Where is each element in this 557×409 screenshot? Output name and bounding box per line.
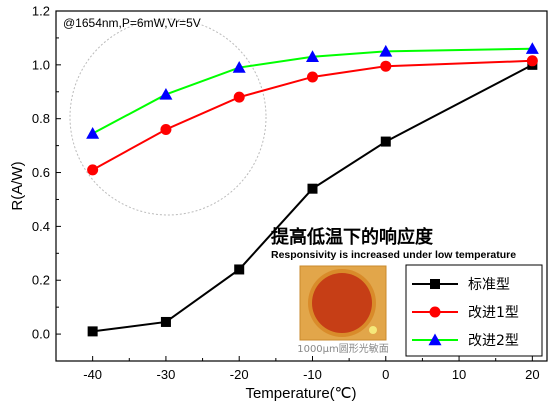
data-point-series-3 bbox=[159, 87, 173, 100]
data-point-series-2 bbox=[306, 71, 318, 83]
data-point-series-1 bbox=[160, 316, 171, 327]
y-tick-label: 0.6 bbox=[32, 165, 50, 180]
x-axis: -40 -30 -20 -10 0 10 20 bbox=[83, 356, 540, 382]
annotation-title: 提高低温下的响应度 bbox=[271, 226, 434, 248]
y-tick-label: 0.8 bbox=[32, 111, 50, 126]
legend-marker bbox=[428, 333, 442, 346]
data-point-series-1 bbox=[380, 136, 391, 147]
x-tick-label: 0 bbox=[382, 367, 389, 382]
legend-label: 标准型 bbox=[468, 277, 510, 293]
y-tick-label: 0.0 bbox=[32, 327, 50, 342]
legend-marker bbox=[430, 279, 440, 289]
legend-label: 改进2型 bbox=[468, 333, 519, 349]
y-tick-label: 1.0 bbox=[32, 57, 50, 72]
x-tick-label: 20 bbox=[525, 367, 539, 382]
data-point-series-2 bbox=[233, 91, 245, 103]
data-point-series-2 bbox=[160, 123, 172, 135]
y-tick-label: 1.2 bbox=[32, 4, 50, 19]
data-point-series-3 bbox=[305, 50, 319, 62]
y-axis: 0.0 0.2 0.4 0.6 0.8 1.0 1.2 bbox=[32, 4, 61, 342]
photo-photosensitive-area bbox=[312, 273, 372, 333]
x-tick-label: -30 bbox=[157, 367, 176, 382]
series-line-3 bbox=[92, 47, 533, 135]
x-tick-label: 10 bbox=[452, 367, 466, 382]
data-point-series-1 bbox=[307, 183, 318, 194]
data-point-series-3 bbox=[525, 42, 539, 54]
y-tick-label: 0.4 bbox=[32, 219, 50, 234]
highlight-circle bbox=[69, 18, 267, 216]
x-tick-label: -20 bbox=[230, 367, 249, 382]
data-point-series-2 bbox=[87, 164, 99, 176]
photo-caption: 1000μm圆形光敏面 bbox=[297, 342, 389, 355]
conditions-label: @1654nm,P=6mW,Vr=5V bbox=[63, 16, 201, 30]
data-point-series-2 bbox=[526, 55, 538, 67]
series-line-1 bbox=[92, 63, 533, 333]
photo-bond-pad bbox=[369, 326, 377, 334]
data-point-series-3 bbox=[232, 61, 246, 73]
series-line-2 bbox=[92, 59, 533, 171]
data-point-series-1 bbox=[234, 264, 245, 275]
photo-inset bbox=[299, 265, 387, 341]
x-tick-label: -40 bbox=[83, 367, 102, 382]
x-tick-label: -10 bbox=[303, 367, 322, 382]
x-axis-label: Temperature(℃) bbox=[245, 385, 356, 402]
data-point-series-2 bbox=[380, 60, 392, 72]
annotation-subtitle: Responsivity is increased under low temp… bbox=[271, 249, 516, 261]
data-point-series-3 bbox=[86, 127, 100, 139]
plot-frame bbox=[55, 10, 548, 362]
y-tick-label: 0.2 bbox=[32, 273, 50, 288]
y-axis-label: R(A/W) bbox=[9, 161, 26, 210]
data-point-series-1 bbox=[87, 326, 98, 337]
data-point-series-3 bbox=[379, 44, 393, 57]
legend-marker bbox=[429, 306, 441, 318]
legend-label: 改进1型 bbox=[468, 305, 519, 321]
series-layer bbox=[86, 42, 539, 337]
